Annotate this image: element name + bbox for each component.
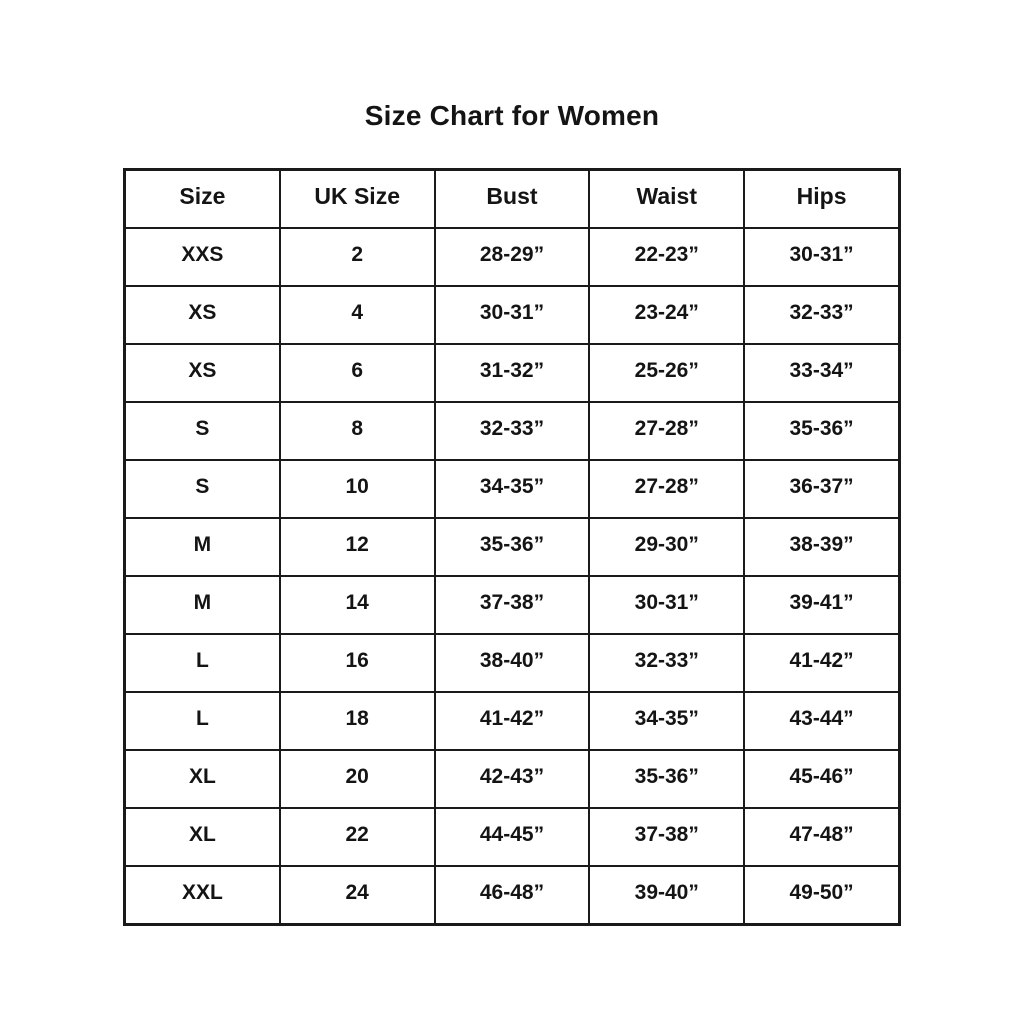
table-cell: S bbox=[123, 459, 281, 519]
table-cell: 32-33” bbox=[588, 633, 746, 693]
table-row: L 18 41-42” 34-35” 43-44” bbox=[123, 691, 901, 751]
table-cell: 37-38” bbox=[588, 807, 746, 867]
header-row: Size UK Size Bust Waist Hips bbox=[123, 168, 901, 229]
table-cell: M bbox=[123, 575, 281, 635]
table-cell: XXS bbox=[123, 227, 281, 287]
table-body: XXS 2 28-29” 22-23” 30-31” XS 4 30-31” 23-24” 32-… bbox=[123, 227, 901, 926]
table-cell: 30-31” bbox=[743, 227, 901, 287]
table-cell: M bbox=[123, 517, 281, 577]
table-cell: 28-29” bbox=[433, 227, 591, 287]
table-cell: 39-41” bbox=[743, 575, 901, 635]
table-cell: 46-48” bbox=[433, 865, 591, 926]
table-cell: 12 bbox=[278, 517, 436, 577]
table-cell: XL bbox=[123, 749, 281, 809]
table-cell: S bbox=[123, 401, 281, 461]
table-row: S 8 32-33” 27-28” 35-36” bbox=[123, 401, 901, 461]
table-cell: XXL bbox=[123, 865, 281, 926]
table-row: XL 22 44-45” 37-38” 47-48” bbox=[123, 807, 901, 867]
table-cell: 10 bbox=[278, 459, 436, 519]
table-cell: 35-36” bbox=[588, 749, 746, 809]
table-cell: 41-42” bbox=[433, 691, 591, 751]
table-cell: 4 bbox=[278, 285, 436, 345]
table-row: XS 4 30-31” 23-24” 32-33” bbox=[123, 285, 901, 345]
table-cell: 47-48” bbox=[743, 807, 901, 867]
table-cell: XS bbox=[123, 343, 281, 403]
table-cell: 27-28” bbox=[588, 459, 746, 519]
table-cell: 2 bbox=[278, 227, 436, 287]
table-cell: 16 bbox=[278, 633, 436, 693]
column-header: UK Size bbox=[278, 168, 436, 229]
table-head: Size UK Size Bust Waist Hips bbox=[123, 168, 901, 229]
table-row: M 12 35-36” 29-30” 38-39” bbox=[123, 517, 901, 577]
table-cell: 43-44” bbox=[743, 691, 901, 751]
table-cell: 20 bbox=[278, 749, 436, 809]
table-row: M 14 37-38” 30-31” 39-41” bbox=[123, 575, 901, 635]
table-cell: 27-28” bbox=[588, 401, 746, 461]
table-cell: 39-40” bbox=[588, 865, 746, 926]
table-cell: 34-35” bbox=[588, 691, 746, 751]
table-cell: 34-35” bbox=[433, 459, 591, 519]
table-cell: 35-36” bbox=[743, 401, 901, 461]
table-cell: 25-26” bbox=[588, 343, 746, 403]
table-cell: 32-33” bbox=[743, 285, 901, 345]
table-cell: 38-39” bbox=[743, 517, 901, 577]
table-cell: 37-38” bbox=[433, 575, 591, 635]
page-title: Size Chart for Women bbox=[364, 100, 660, 131]
column-header: Hips bbox=[743, 168, 901, 229]
table-cell: 29-30” bbox=[588, 517, 746, 577]
column-header: Bust bbox=[433, 168, 591, 229]
table-cell: 6 bbox=[278, 343, 436, 403]
table-cell: 22 bbox=[278, 807, 436, 867]
table-row: S 10 34-35” 27-28” 36-37” bbox=[123, 459, 901, 519]
table-cell: 36-37” bbox=[743, 459, 901, 519]
table-cell: 44-45” bbox=[433, 807, 591, 867]
table-cell: XL bbox=[123, 807, 281, 867]
table-cell: 30-31” bbox=[588, 575, 746, 635]
table-cell: 31-32” bbox=[433, 343, 591, 403]
table-cell: L bbox=[123, 691, 281, 751]
table-row: XS 6 31-32” 25-26” 33-34” bbox=[123, 343, 901, 403]
table-cell: 45-46” bbox=[743, 749, 901, 809]
table-row: XXS 2 28-29” 22-23” 30-31” bbox=[123, 227, 901, 287]
table-cell: 24 bbox=[278, 865, 436, 926]
table-cell: L bbox=[123, 633, 281, 693]
table-row: XL 20 42-43” 35-36” 45-46” bbox=[123, 749, 901, 809]
table-cell: 49-50” bbox=[743, 865, 901, 926]
table-cell: 33-34” bbox=[743, 343, 901, 403]
table-cell: 42-43” bbox=[433, 749, 591, 809]
column-header: Size bbox=[123, 168, 281, 229]
table-cell: 18 bbox=[278, 691, 436, 751]
table-row: L 16 38-40” 32-33” 41-42” bbox=[123, 633, 901, 693]
table-cell: 35-36” bbox=[433, 517, 591, 577]
table-cell: XS bbox=[123, 285, 281, 345]
table-cell: 38-40” bbox=[433, 633, 591, 693]
table-row: XXL 24 46-48” 39-40” 49-50” bbox=[123, 865, 901, 926]
table-cell: 41-42” bbox=[743, 633, 901, 693]
size-chart-table: Size UK Size Bust Waist Hips XXS 2 28-29” 22-23… bbox=[123, 168, 901, 926]
table-cell: 22-23” bbox=[588, 227, 746, 287]
column-header: Waist bbox=[588, 168, 746, 229]
table-cell: 14 bbox=[278, 575, 436, 635]
table-cell: 30-31” bbox=[433, 285, 591, 345]
table-cell: 8 bbox=[278, 401, 436, 461]
table-cell: 32-33” bbox=[433, 401, 591, 461]
table-cell: 23-24” bbox=[588, 285, 746, 345]
